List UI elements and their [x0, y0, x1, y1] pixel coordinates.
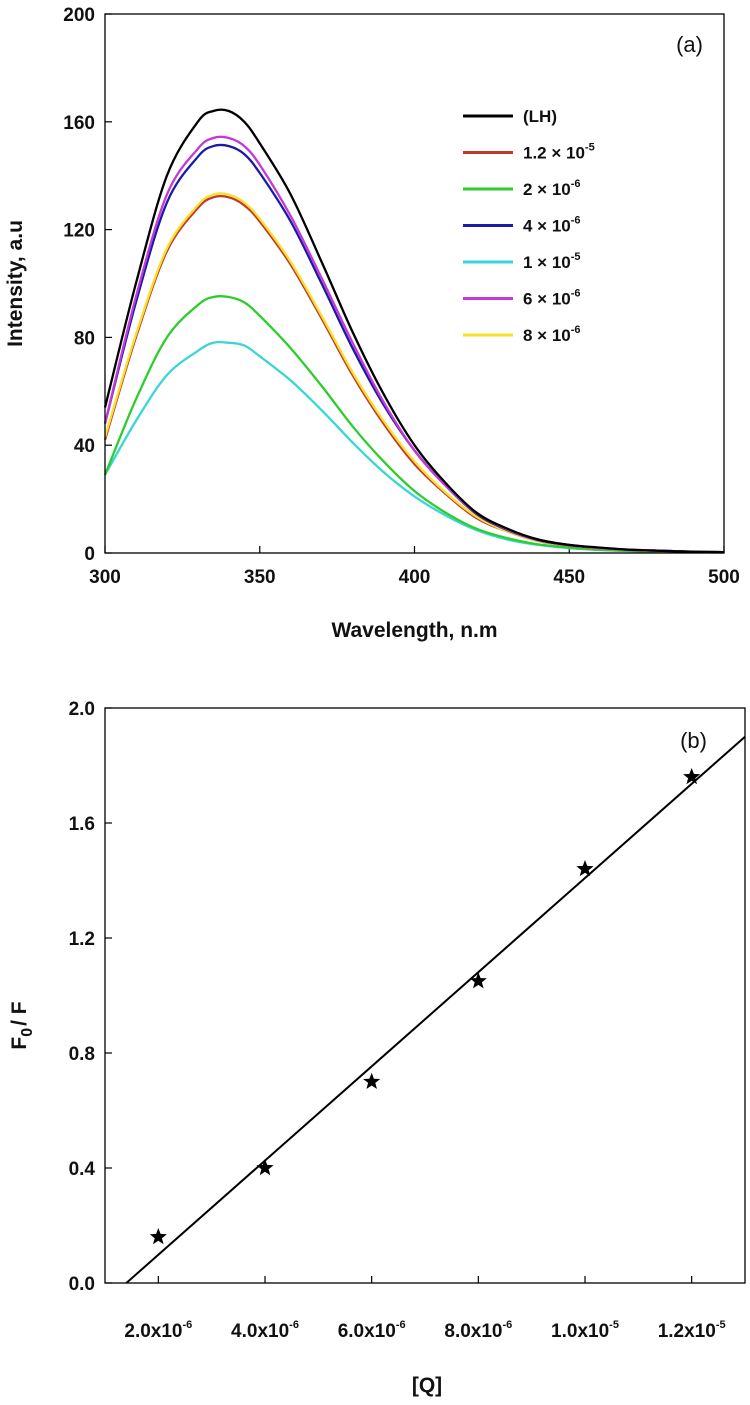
- panel-b-x-tick-label: 8.0x10-6: [444, 1319, 512, 1342]
- panel-a-legend: (LH) 1.2 × 10-5 2 × 10-6 4 × 10-6 1 × 10-5 6 …: [463, 107, 595, 345]
- panel-b-y-title-tail: / F: [8, 1001, 31, 1026]
- panel-b-data-point: [256, 1159, 274, 1176]
- panel-b-data-point: [469, 972, 487, 989]
- panel-b-data-point: [363, 1072, 381, 1089]
- panel-a-series-line: [103, 192, 725, 554]
- panel-b-y-tick-label: 0.4: [69, 1159, 96, 1180]
- panel-a-series-line: [103, 194, 725, 554]
- panel-b-x-axis-title: [Q]: [412, 1374, 442, 1397]
- panel-b-label: (b): [680, 728, 707, 753]
- panel-b-x-tick-label: 1.2x10-5: [658, 1319, 726, 1342]
- panel-a-series-line: [103, 108, 725, 554]
- panel-a-y-axis-title: Intensity, a.u: [4, 220, 27, 347]
- panel-a-x-tick-label: 450: [553, 567, 585, 588]
- legend-label: 6 × 10-6: [523, 288, 581, 309]
- panel-a-x-tick-label: 300: [89, 567, 121, 588]
- legend-label: 2 × 10-6: [523, 178, 581, 199]
- panel-b-x-tick-label: 2.0x10-6: [124, 1319, 192, 1342]
- panel-a-x-tick-label: 500: [708, 567, 740, 588]
- legend-label: 1 × 10-5: [523, 251, 581, 272]
- panel-a-y-tick-label: 80: [74, 328, 95, 349]
- legend-label: 4 × 10-6: [523, 215, 581, 236]
- panel-a-y-tick-label: 200: [63, 5, 95, 26]
- panel-a-y-tick-label: 160: [63, 113, 95, 134]
- panel-b-fit-line: [125, 736, 746, 1284]
- panel-b-y-tick-label: 0.8: [69, 1044, 95, 1065]
- panel-b-data-point: [683, 768, 701, 785]
- panel-a-y-tick-label: 40: [74, 436, 95, 457]
- panel-a-ticks: 300 350 400 450 500 0 40 80 120 160 200: [63, 5, 740, 588]
- panel-b-y-axis-title: F0 / F: [8, 1001, 36, 1049]
- panel-a-x-tick-label: 400: [399, 567, 431, 588]
- panel-a-series-line: [103, 294, 725, 554]
- panel-a-label: (a): [676, 32, 703, 57]
- legend-label: (LH): [523, 107, 557, 126]
- panel-b-ticks: 2.0x10-6 4.0x10-6 6.0x10-6 8.0x10-6 1.0x10-5…: [69, 699, 726, 1342]
- panel-b-y-tick-label: 1.6: [69, 814, 95, 835]
- panel-b-data-point: [149, 1228, 167, 1245]
- panel-a-spectra-chart: 300 350 400 450 500 0 40 80 120 160 200 (LH) 1.2 × …: [4, 5, 740, 642]
- panel-b-points: [149, 768, 701, 1245]
- panel-a-curves: [103, 108, 725, 554]
- panel-a-x-axis-title: Wavelength, n.m: [331, 619, 497, 642]
- panel-b-y-title-sub: 0: [19, 1028, 36, 1037]
- panel-a-series-line: [104, 340, 725, 554]
- panel-b-data-point: [576, 860, 594, 877]
- panel-b-plot-frame: [104, 707, 746, 1284]
- panel-a-plot-frame: [104, 13, 725, 554]
- panel-b-x-tick-label: 4.0x10-6: [231, 1319, 299, 1342]
- panel-b-y-tick-label: 0.0: [69, 1274, 95, 1295]
- panel-a-y-tick-label: 120: [63, 221, 95, 242]
- panel-b-x-tick-label: 6.0x10-6: [338, 1319, 406, 1342]
- panel-b-stern-volmer-chart: 2.0x10-6 4.0x10-6 6.0x10-6 8.0x10-6 1.0x10-5…: [8, 699, 746, 1397]
- panel-b-y-tick-label: 2.0: [69, 699, 95, 720]
- legend-label: 1.2 × 10-5: [523, 142, 595, 163]
- panel-b-x-tick-label: 1.0x10-5: [551, 1319, 619, 1342]
- legend-label: 8 × 10-6: [523, 324, 581, 345]
- panel-b-y-tick-label: 1.2: [69, 929, 95, 950]
- panel-b-y-title-main: F: [8, 1037, 31, 1050]
- panel-a-x-tick-label: 350: [244, 567, 276, 588]
- panel-a-y-tick-label: 0: [84, 544, 95, 565]
